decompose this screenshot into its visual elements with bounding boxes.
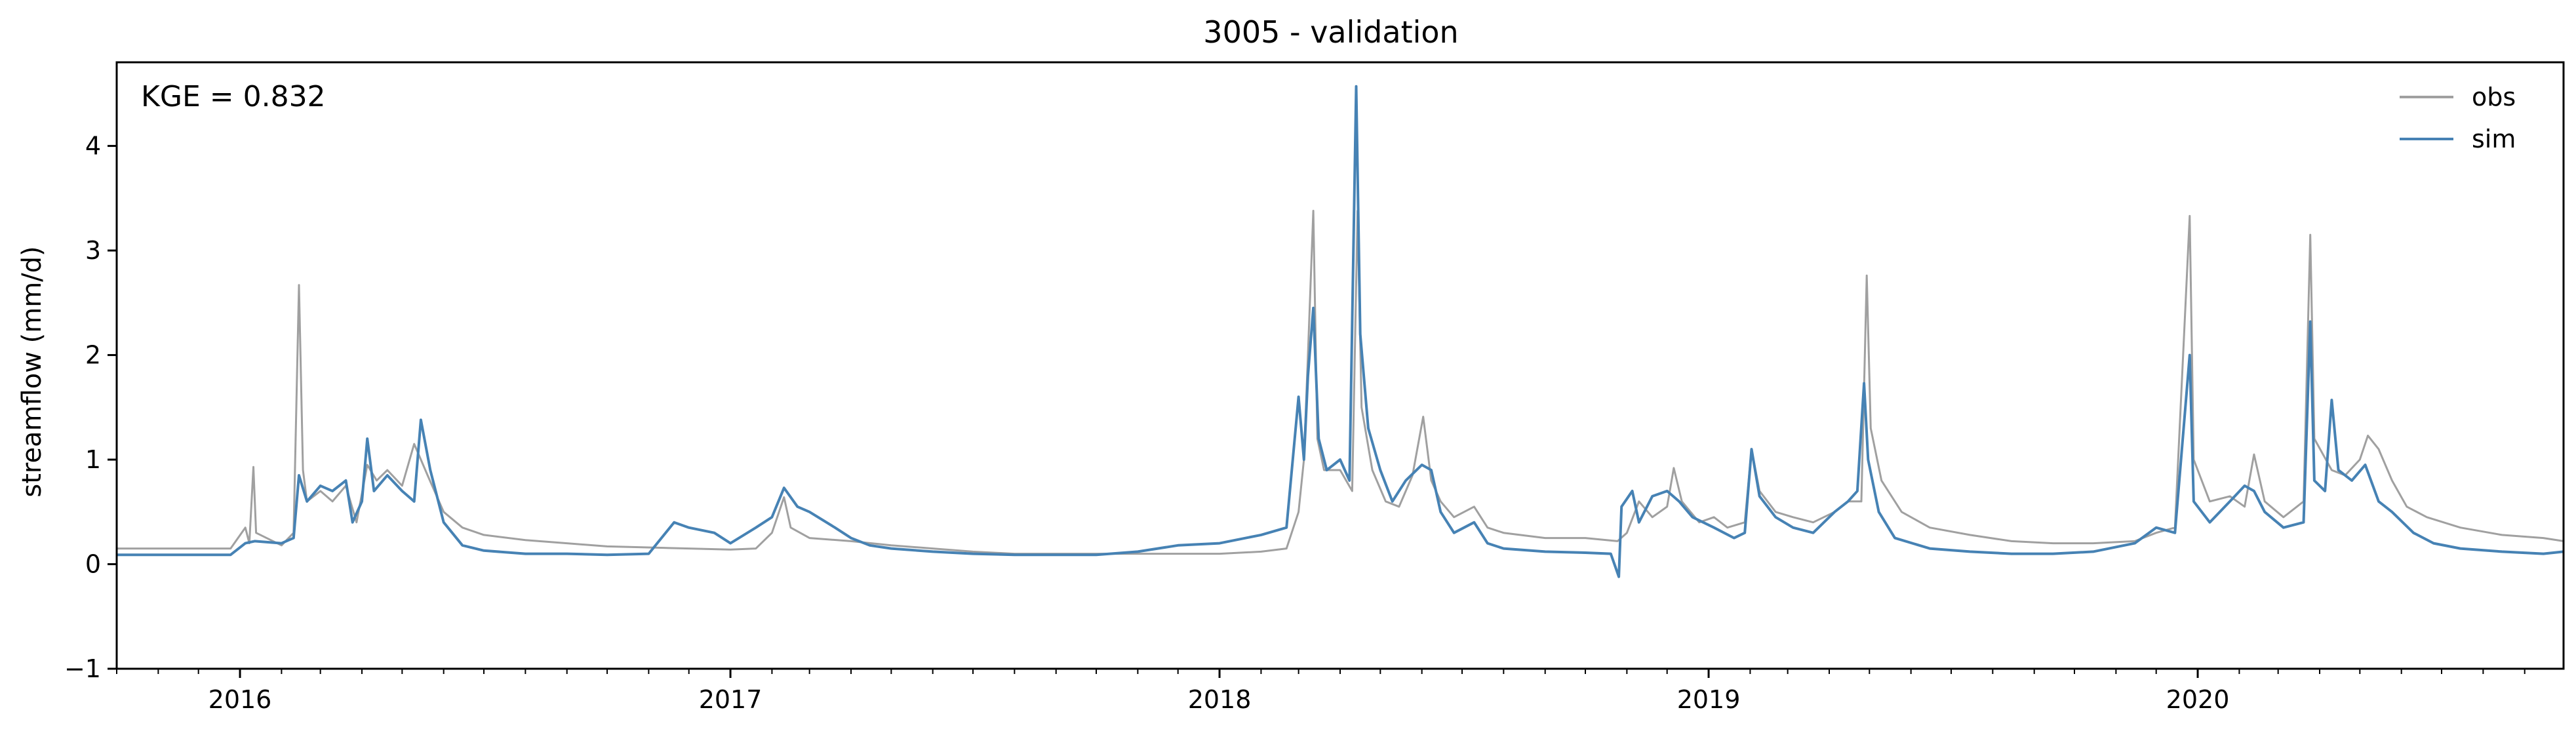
- y-tick-label: 2: [85, 341, 101, 370]
- y-tick-label: 0: [85, 550, 101, 579]
- series-line-obs: [117, 210, 2564, 555]
- x-tick-label: 2018: [1188, 685, 1252, 714]
- y-tick-label: 1: [85, 445, 101, 474]
- kge-annotation: KGE = 0.832: [141, 80, 326, 113]
- legend-label-sim: sim: [2472, 125, 2516, 153]
- y-tick-label: 3: [85, 236, 101, 265]
- chart-title: 3005 - validation: [1203, 14, 1458, 50]
- legend-label-obs: obs: [2472, 83, 2516, 111]
- x-tick-label: 2017: [699, 685, 763, 714]
- x-tick-label: 2020: [2166, 685, 2230, 714]
- axes-layer: −1 0 1 2 3 4 2016 2017 2018 2019 2020: [64, 132, 2526, 714]
- series-layer: [117, 85, 2564, 578]
- y-tick-label: 4: [85, 132, 101, 161]
- x-tick-label: 2019: [1677, 685, 1741, 714]
- x-tick-label: 2016: [208, 685, 272, 714]
- plot-frame: [115, 61, 2565, 670]
- legend: obs sim: [2400, 83, 2516, 153]
- y-axis-label: streamflow (mm/d): [17, 246, 47, 497]
- series-line-sim: [117, 85, 2564, 578]
- y-tick-label: −1: [64, 654, 101, 683]
